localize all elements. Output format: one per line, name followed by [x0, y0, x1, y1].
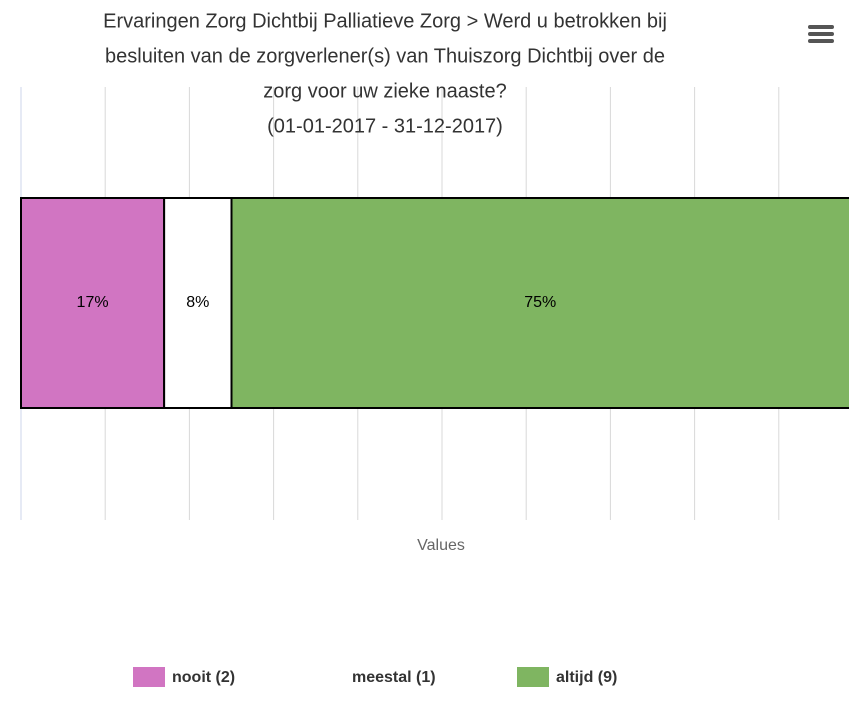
- chart-title: besluiten van de zorgverlener(s) van Thu…: [105, 45, 665, 67]
- chart-subtitle: (01-01-2017 - 31-12-2017): [267, 115, 503, 137]
- bar-segment: [230, 197, 849, 409]
- menu-icon[interactable]: [808, 25, 834, 43]
- bar-segment: [163, 197, 233, 409]
- menu-bar[interactable]: [808, 39, 834, 43]
- legend-swatch: [517, 667, 549, 687]
- data-label: 8%: [186, 294, 209, 311]
- legend-label: altijd (9): [556, 669, 617, 686]
- menu-bar[interactable]: [808, 25, 834, 29]
- legend-label: meestal (1): [352, 669, 436, 686]
- legend-swatch: [133, 667, 165, 687]
- legend-swatch: [313, 667, 345, 687]
- x-axis-title: Values: [417, 537, 465, 554]
- chart-title: Ervaringen Zorg Dichtbij Palliatieve Zor…: [103, 10, 667, 32]
- menu-bar[interactable]: [808, 32, 834, 36]
- data-label: 75%: [524, 294, 556, 311]
- chart-title: zorg voor uw zieke naaste?: [263, 80, 506, 102]
- data-label: 17%: [77, 294, 109, 311]
- legend-label: nooit (2): [172, 669, 235, 686]
